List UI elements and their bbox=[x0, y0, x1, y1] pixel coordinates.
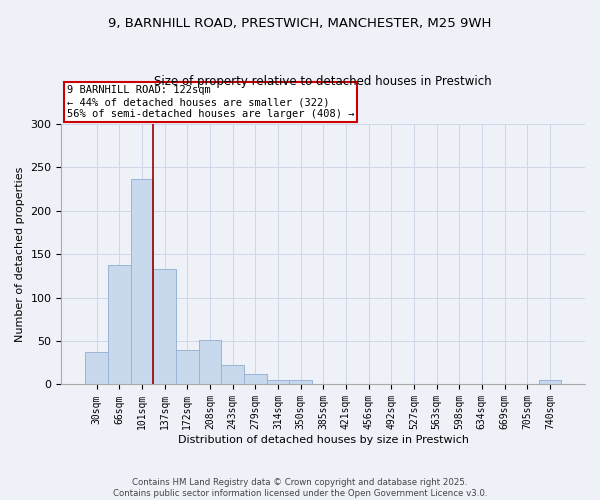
Text: 9, BARNHILL ROAD, PRESTWICH, MANCHESTER, M25 9WH: 9, BARNHILL ROAD, PRESTWICH, MANCHESTER,… bbox=[109, 18, 491, 30]
Bar bbox=[153, 269, 176, 384]
Bar bbox=[539, 380, 561, 384]
Bar bbox=[131, 178, 153, 384]
Bar bbox=[176, 350, 199, 384]
Y-axis label: Number of detached properties: Number of detached properties bbox=[15, 166, 25, 342]
Bar bbox=[221, 366, 244, 384]
X-axis label: Distribution of detached houses by size in Prestwich: Distribution of detached houses by size … bbox=[178, 435, 469, 445]
Bar bbox=[85, 352, 108, 384]
Text: Contains HM Land Registry data © Crown copyright and database right 2025.
Contai: Contains HM Land Registry data © Crown c… bbox=[113, 478, 487, 498]
Bar bbox=[199, 340, 221, 384]
Bar bbox=[108, 264, 131, 384]
Bar bbox=[289, 380, 312, 384]
Bar bbox=[266, 380, 289, 384]
Text: 9 BARNHILL ROAD: 122sqm
← 44% of detached houses are smaller (322)
56% of semi-d: 9 BARNHILL ROAD: 122sqm ← 44% of detache… bbox=[67, 86, 354, 118]
Title: Size of property relative to detached houses in Prestwich: Size of property relative to detached ho… bbox=[154, 75, 492, 88]
Bar bbox=[244, 374, 266, 384]
